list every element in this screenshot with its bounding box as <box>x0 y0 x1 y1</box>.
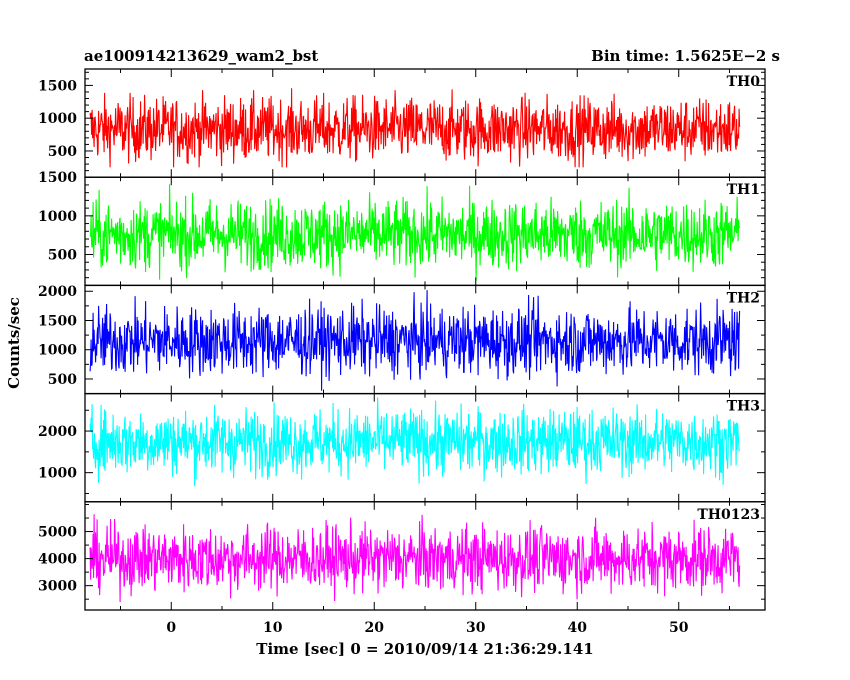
x-tick-label: 10 <box>263 620 283 636</box>
x-tick-label: 20 <box>365 620 385 636</box>
panel-label: TH3 <box>727 399 760 415</box>
series-th0123 <box>89 514 741 603</box>
y-tick-label: 1000 <box>38 111 77 127</box>
panel-th1: TH1 500 1000 1500 <box>38 170 766 287</box>
x-tick-label: 40 <box>567 620 587 636</box>
panel-label: TH0123 <box>697 507 760 523</box>
x-tick-label: 30 <box>466 620 486 636</box>
x-tick-label: 0 <box>166 620 176 636</box>
panels-group: TH0 500 1000 1500 TH1 500 1000 1500 TH2 500 1000 15… <box>38 68 766 611</box>
panel-label: TH1 <box>727 182 760 198</box>
panel-th0123: TH0123 3000 4000 5000 <box>38 501 766 611</box>
y-tick-label: 1500 <box>38 313 77 329</box>
y-tick-label: 5000 <box>38 525 77 541</box>
x-tick-label: 50 <box>669 620 689 636</box>
panel-label: TH2 <box>727 290 760 306</box>
y-tick-label: 500 <box>48 144 77 160</box>
y-tick-label: 2000 <box>38 284 77 300</box>
series-th3 <box>89 397 740 487</box>
y-tick-label: 500 <box>48 372 77 388</box>
x-axis-label: Time [sec] 0 = 2010/09/14 21:36:29.141 <box>256 640 593 658</box>
panel-th2: TH2 500 1000 1500 2000 <box>38 284 766 395</box>
y-tick-label: 3000 <box>38 579 77 595</box>
series-th2 <box>89 290 741 391</box>
y-tick-label: 1000 <box>38 466 77 482</box>
y-tick-label: 1500 <box>38 78 77 94</box>
y-axis-label: Counts/sec <box>5 297 23 389</box>
panel-th0: TH0 500 1000 1500 <box>38 68 766 178</box>
panel-th3: TH3 1000 2000 <box>38 392 766 503</box>
y-tick-label: 2000 <box>38 424 77 440</box>
y-tick-label: 1500 <box>38 170 77 186</box>
y-tick-label: 4000 <box>38 552 77 568</box>
panel-label: TH0 <box>727 74 761 90</box>
chart-title-right: Bin time: 1.5625E−2 s <box>591 47 780 65</box>
x-axis: 0 10 20 30 40 50 <box>166 620 688 636</box>
y-tick-label: 500 <box>48 247 77 263</box>
series-th1 <box>89 184 741 281</box>
y-tick-label: 1000 <box>38 209 77 225</box>
series-th0 <box>89 88 741 168</box>
y-tick-label: 1000 <box>38 343 77 359</box>
chart-title-left: ae100914213629_wam2_bst <box>84 47 318 65</box>
